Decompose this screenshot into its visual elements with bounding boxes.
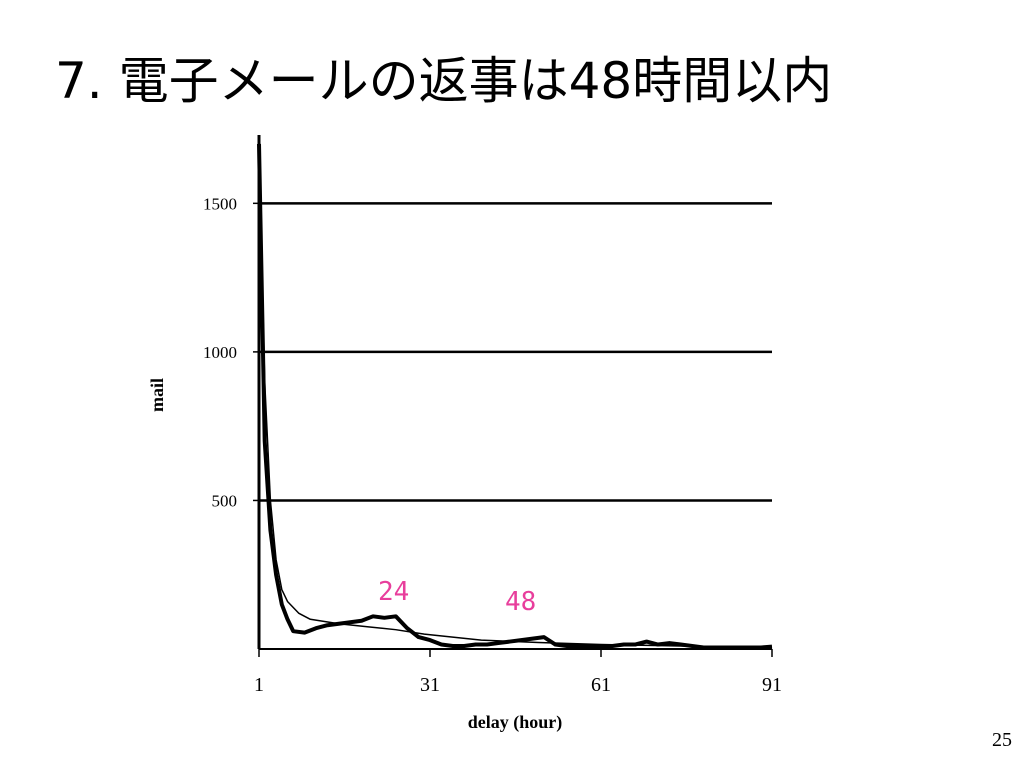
y-tick-label: 1500 (203, 194, 237, 213)
page-number: 25 (992, 729, 1012, 751)
x-tick-label: 31 (420, 674, 440, 696)
x-tick-label: 91 (762, 674, 782, 696)
x-tick-label: 61 (591, 674, 611, 696)
annotation: 48 (505, 587, 536, 617)
y-tick-label: 1000 (203, 343, 237, 362)
annotation: 24 (378, 577, 409, 607)
slide-title: 7. 電子メールの返事は48時間以内 (55, 52, 832, 110)
y-axis-label: mail (147, 378, 167, 412)
y-tick-label: 500 (212, 491, 238, 510)
x-axis-label: delay (hour) (468, 712, 563, 733)
x-tick-label: 1 (254, 674, 264, 696)
data-line (257, 143, 773, 650)
data-line (258, 143, 773, 648)
